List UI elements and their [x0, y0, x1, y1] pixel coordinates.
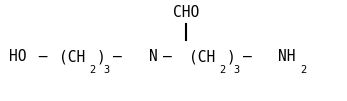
Text: 2: 2: [220, 65, 226, 75]
Text: —: —: [30, 49, 57, 64]
Text: (CH: (CH: [59, 49, 85, 64]
Text: —: —: [113, 49, 121, 64]
Text: 2: 2: [90, 65, 96, 75]
Text: —: —: [163, 49, 172, 64]
Text: (CH: (CH: [189, 49, 215, 64]
Text: ): ): [96, 49, 105, 64]
Text: 3: 3: [233, 65, 239, 75]
Text: HO: HO: [9, 49, 26, 64]
Text: —: —: [243, 49, 251, 64]
Text: ): ): [227, 49, 235, 64]
Text: NH: NH: [278, 49, 295, 64]
Text: 2: 2: [300, 65, 306, 75]
Text: 3: 3: [103, 65, 110, 75]
Text: N: N: [149, 49, 158, 64]
Text: CHO: CHO: [172, 5, 199, 20]
